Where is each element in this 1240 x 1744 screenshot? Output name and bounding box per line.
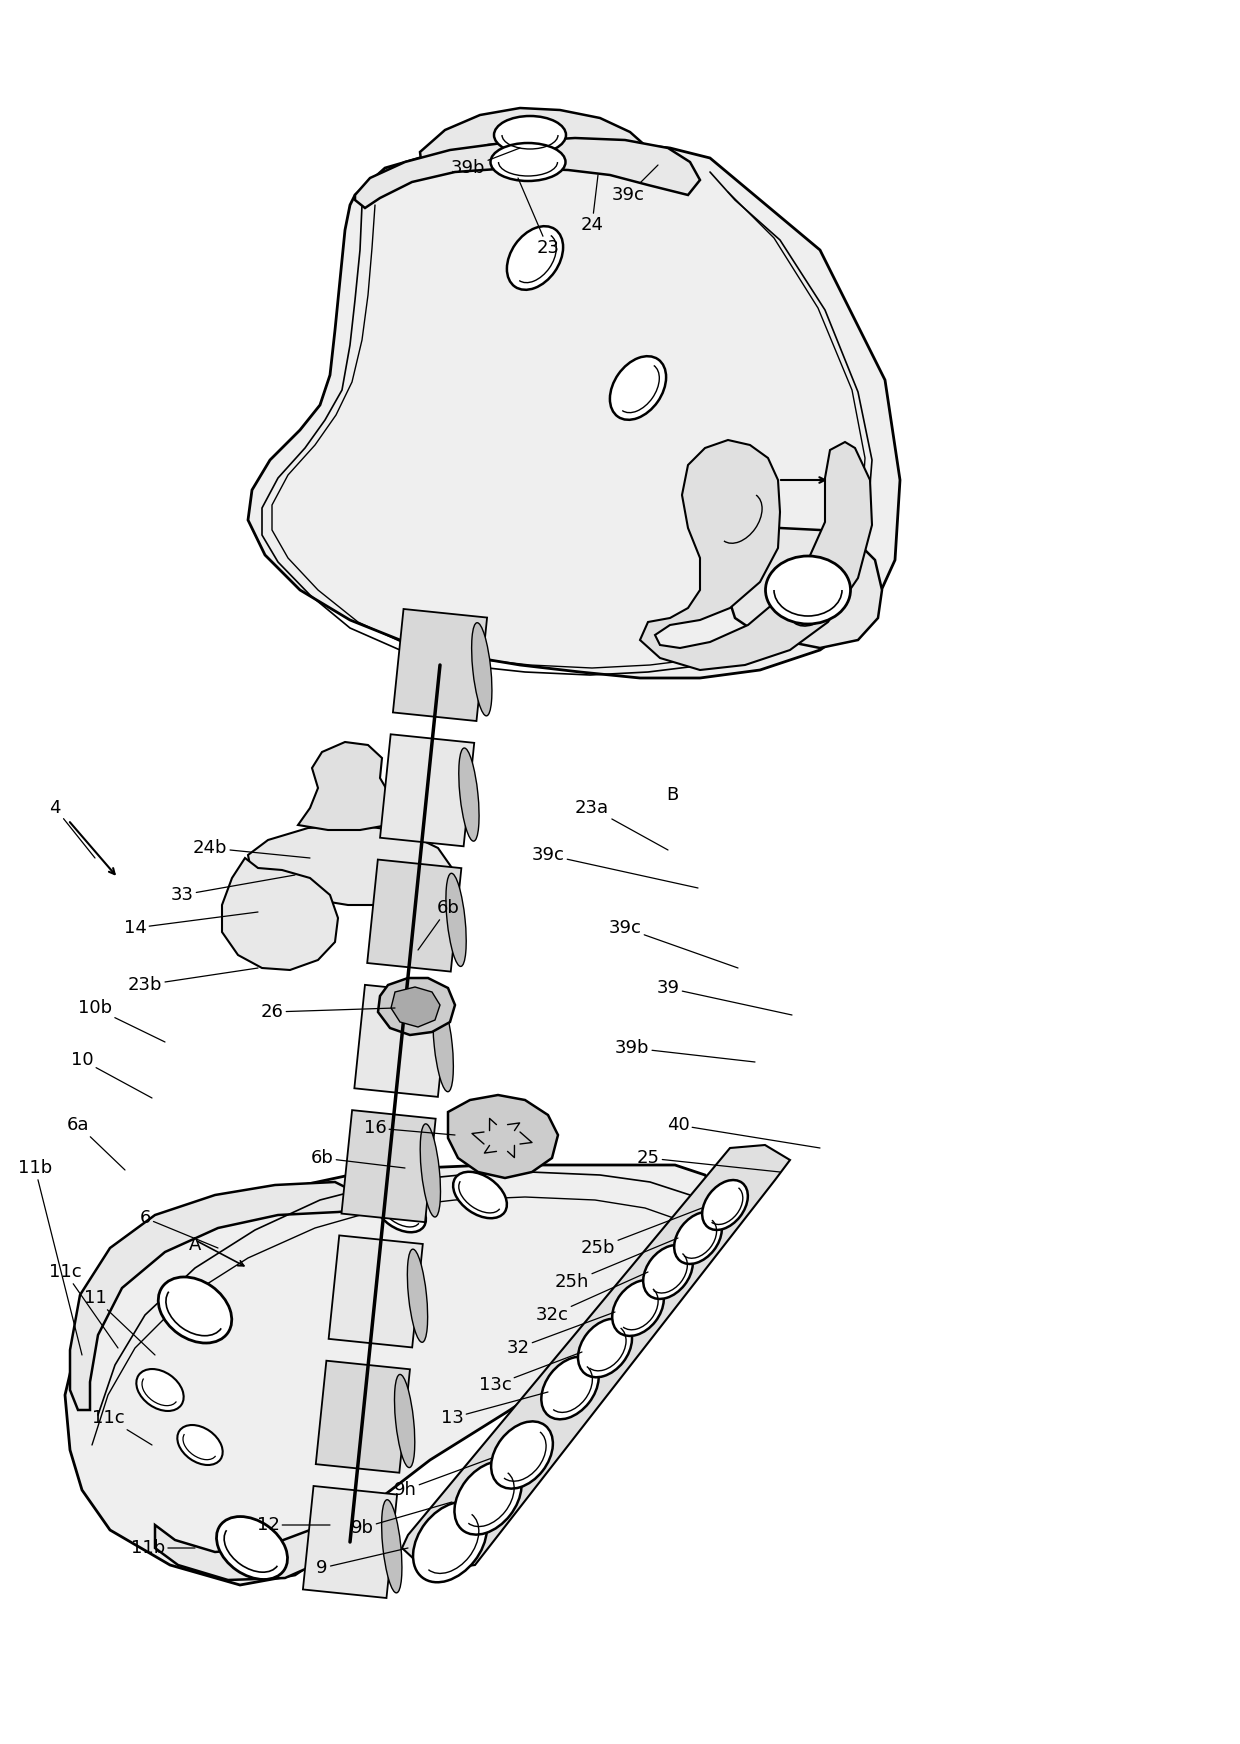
Text: 6b: 6b — [418, 898, 460, 950]
Text: 40: 40 — [667, 1116, 820, 1148]
Text: 14: 14 — [124, 912, 258, 937]
Polygon shape — [329, 1235, 423, 1348]
Text: 39c: 39c — [532, 846, 698, 888]
Ellipse shape — [780, 562, 844, 635]
Text: 39c: 39c — [611, 166, 658, 204]
Text: 11b: 11b — [131, 1538, 195, 1557]
Text: 39c: 39c — [609, 919, 738, 968]
Ellipse shape — [542, 1357, 599, 1420]
Ellipse shape — [136, 1369, 184, 1411]
Ellipse shape — [217, 1517, 288, 1580]
Ellipse shape — [374, 1188, 425, 1233]
Text: 11c: 11c — [48, 1263, 118, 1348]
Polygon shape — [402, 1146, 790, 1570]
Ellipse shape — [765, 556, 851, 624]
Polygon shape — [303, 1486, 397, 1598]
Text: 24b: 24b — [192, 839, 310, 858]
Polygon shape — [64, 1165, 720, 1585]
Text: 25b: 25b — [580, 1209, 702, 1257]
Polygon shape — [341, 1111, 435, 1223]
Text: 11: 11 — [83, 1289, 155, 1355]
Ellipse shape — [177, 1425, 223, 1465]
Text: 12: 12 — [257, 1516, 330, 1535]
Text: 24: 24 — [580, 174, 604, 234]
Ellipse shape — [491, 1421, 553, 1489]
Ellipse shape — [394, 1374, 415, 1467]
Ellipse shape — [644, 1245, 693, 1299]
Ellipse shape — [675, 1212, 722, 1264]
Polygon shape — [298, 741, 398, 830]
Text: 16: 16 — [363, 1120, 455, 1137]
Text: 25h: 25h — [554, 1238, 678, 1291]
Ellipse shape — [446, 874, 466, 966]
Polygon shape — [367, 860, 461, 971]
Ellipse shape — [420, 1123, 440, 1217]
Text: 9: 9 — [316, 1549, 408, 1577]
Polygon shape — [222, 858, 339, 970]
Text: 6b: 6b — [310, 1149, 405, 1168]
Text: 4: 4 — [50, 799, 95, 858]
Polygon shape — [155, 1510, 355, 1580]
Text: 13c: 13c — [479, 1352, 582, 1393]
Ellipse shape — [507, 227, 563, 290]
Text: 23b: 23b — [128, 968, 258, 994]
Polygon shape — [379, 734, 474, 846]
Polygon shape — [725, 528, 882, 649]
Ellipse shape — [613, 1280, 663, 1336]
Text: 6a: 6a — [67, 1116, 125, 1170]
Text: 13: 13 — [440, 1392, 548, 1427]
Ellipse shape — [459, 748, 479, 841]
Text: 11b: 11b — [17, 1160, 82, 1355]
Text: 10: 10 — [71, 1052, 153, 1099]
Text: 9h: 9h — [393, 1458, 492, 1500]
Ellipse shape — [433, 999, 454, 1092]
Text: B: B — [666, 787, 678, 804]
Text: 33: 33 — [171, 875, 295, 903]
Text: 32: 32 — [506, 1311, 615, 1357]
Text: 11c: 11c — [92, 1409, 153, 1446]
Ellipse shape — [455, 1461, 522, 1535]
Ellipse shape — [408, 1249, 428, 1343]
Polygon shape — [393, 609, 487, 720]
Polygon shape — [69, 1182, 358, 1409]
Ellipse shape — [453, 1172, 507, 1219]
Ellipse shape — [159, 1277, 232, 1343]
Ellipse shape — [494, 117, 565, 153]
Polygon shape — [355, 985, 449, 1097]
Text: 9b: 9b — [351, 1502, 453, 1536]
Ellipse shape — [382, 1500, 402, 1592]
Polygon shape — [448, 1095, 558, 1177]
Ellipse shape — [413, 1502, 487, 1582]
Polygon shape — [248, 825, 453, 905]
Polygon shape — [378, 978, 455, 1034]
Text: A: A — [188, 1236, 201, 1254]
Polygon shape — [316, 1360, 410, 1472]
Ellipse shape — [471, 623, 492, 715]
Ellipse shape — [711, 485, 769, 551]
Ellipse shape — [491, 143, 565, 181]
Ellipse shape — [578, 1318, 632, 1378]
Text: 23a: 23a — [575, 799, 668, 849]
Text: 26: 26 — [260, 1003, 396, 1020]
Ellipse shape — [702, 1181, 748, 1230]
Polygon shape — [391, 987, 440, 1027]
Polygon shape — [640, 439, 872, 670]
Text: 39: 39 — [656, 978, 792, 1015]
Text: 23: 23 — [518, 178, 559, 256]
Text: 6: 6 — [139, 1209, 218, 1249]
Text: 10b: 10b — [78, 999, 165, 1041]
Text: 39b: 39b — [615, 1039, 755, 1062]
Text: 25: 25 — [636, 1149, 780, 1172]
Polygon shape — [248, 140, 900, 678]
Ellipse shape — [610, 356, 666, 420]
Polygon shape — [420, 108, 649, 167]
Text: 32c: 32c — [536, 1271, 649, 1324]
Text: 39b: 39b — [451, 148, 520, 176]
Polygon shape — [355, 138, 701, 208]
